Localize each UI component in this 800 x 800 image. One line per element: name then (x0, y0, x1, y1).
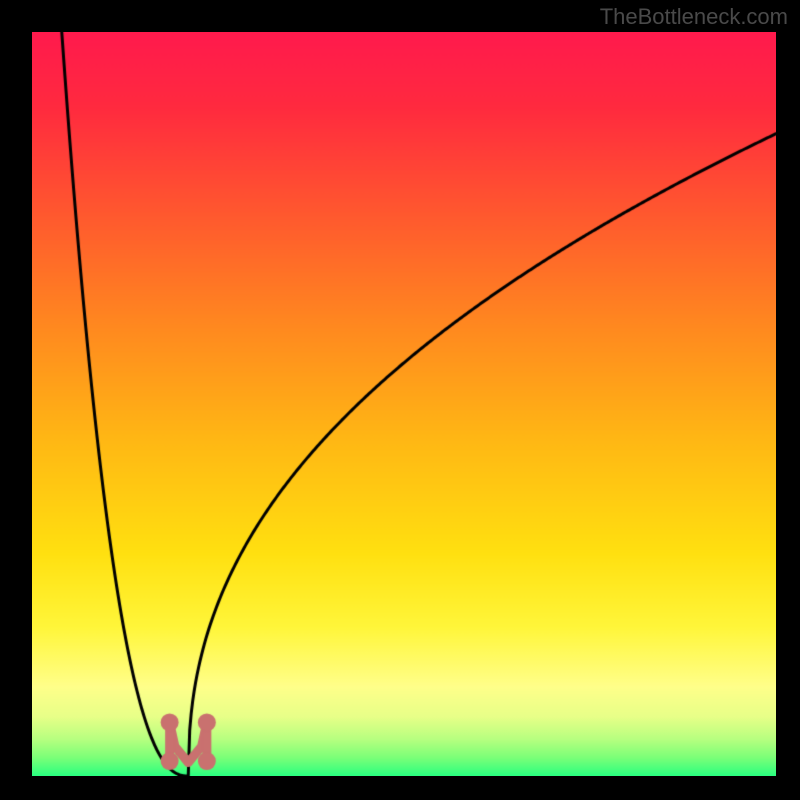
chart-frame: TheBottleneck.com (0, 0, 800, 800)
watermark-text: TheBottleneck.com (600, 4, 788, 30)
plot-area (32, 32, 776, 776)
bottleneck-curve (32, 32, 776, 776)
